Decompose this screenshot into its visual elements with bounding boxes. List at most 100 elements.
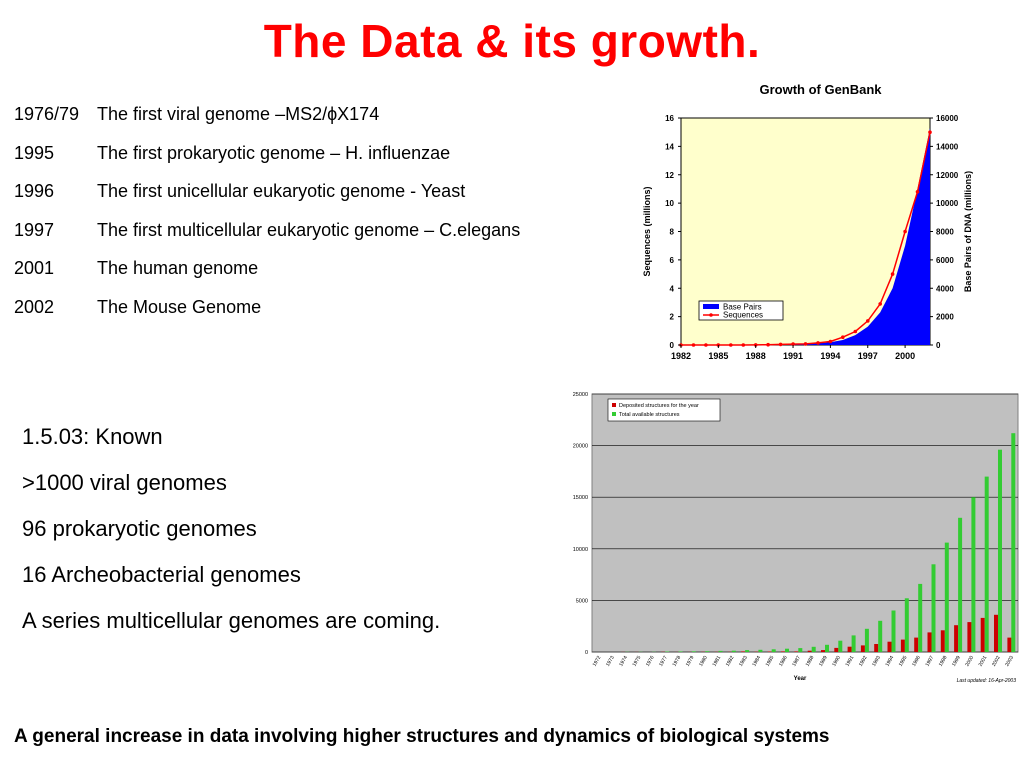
deposited-bar — [980, 617, 985, 652]
deposited-bar — [1007, 637, 1012, 652]
deposited-bar — [887, 641, 892, 652]
y-tick-label: 10 — [665, 199, 674, 208]
known-item: 16 Archeobacterial genomes — [22, 562, 301, 587]
total-bar — [891, 610, 896, 652]
x-tick-label: 1994 — [820, 351, 840, 361]
y-tick-label: 8 — [670, 228, 675, 237]
sequences-point — [841, 335, 845, 340]
total-bar — [718, 650, 723, 652]
y2-tick-label: 16000 — [936, 114, 959, 123]
y-tick-label: 15000 — [573, 495, 588, 501]
x-tick-label: 1979 — [685, 655, 696, 668]
sequences-point — [890, 272, 895, 276]
x-tick-label: 1994 — [884, 655, 895, 668]
total-bar — [918, 583, 923, 652]
timeline-year: 1976/79 — [14, 104, 80, 124]
timeline-year: 1995 — [14, 142, 55, 163]
total-bar — [971, 497, 976, 652]
timeline-year: 2002 — [14, 296, 55, 317]
sequences-point — [928, 130, 932, 134]
x-tick-label: 2001 — [978, 655, 989, 668]
x-tick-label: 1973 — [605, 655, 616, 668]
sequences-point — [753, 343, 758, 347]
total-bar — [705, 651, 710, 652]
x-tick-label: 1982 — [725, 655, 736, 668]
chart-title: Growth of GenBank — [759, 82, 882, 97]
x-tick-label: 1988 — [746, 351, 766, 361]
total-bar — [864, 628, 869, 652]
timeline-item: 1995 The first prokaryotic genome – H. in… — [14, 143, 614, 182]
y2-tick-label: 10000 — [936, 199, 959, 208]
x-tick-label: 2000 — [895, 351, 915, 361]
y-tick-label: 2 — [670, 313, 675, 322]
y2-tick-label: 12000 — [936, 171, 959, 180]
x-tick-label: 1992 — [858, 655, 869, 668]
timeline-text: The Mouse Genome — [97, 296, 262, 317]
timeline-text: The human genome — [97, 258, 259, 278]
total-bar — [984, 476, 989, 652]
y-tick-label: 16 — [665, 114, 674, 123]
deposited-bar — [940, 630, 945, 652]
y2-axis-label: Base Pairs of DNA (millions) — [963, 171, 973, 292]
x-tick-label: 1976 — [645, 655, 656, 668]
total-bar — [665, 651, 670, 652]
legend-marker-sequences — [709, 313, 713, 317]
slide-title: The Data & its growth. — [263, 15, 761, 67]
known-item: 1.5.03: Known — [22, 424, 163, 449]
deposited-bar — [821, 650, 825, 652]
timeline-item: 1996 The first unicellular eukaryotic gen… — [14, 181, 614, 220]
sequences-point — [741, 343, 746, 347]
x-tick-label: 1995 — [898, 655, 909, 668]
y-tick-label: 12 — [665, 171, 674, 180]
total-bar — [745, 650, 750, 652]
deposited-bar — [767, 651, 772, 652]
timeline-item: 2001 The human genome — [14, 258, 614, 297]
legend-label-total: Total available structures — [619, 412, 680, 418]
x-tick-label: 1980 — [698, 655, 709, 668]
total-bar — [785, 648, 789, 652]
legend-box — [698, 300, 784, 321]
last-updated-note: Last updated: 16-Apr-2003 — [957, 678, 1017, 684]
x-tick-label: 1998 — [938, 655, 949, 668]
sequences-point — [766, 342, 770, 347]
y-tick-label: 0 — [670, 341, 675, 350]
x-tick-label: 1997 — [924, 655, 935, 668]
sequences-point — [878, 302, 882, 306]
deposited-bar — [927, 632, 932, 652]
deposited-bar — [741, 651, 746, 652]
x-tick-label: 1984 — [751, 655, 762, 668]
y-tick-label: 4 — [670, 284, 675, 293]
total-bar — [944, 542, 949, 652]
timeline-text: The first multicellular eukaryotic genom… — [97, 219, 521, 240]
total-bar — [838, 640, 843, 652]
x-tick-label: 1997 — [858, 351, 878, 361]
known-item: 96 prokaryotic genomes — [22, 516, 257, 541]
x-tick-label: 1996 — [911, 655, 922, 668]
y2-tick-label: 4000 — [936, 284, 954, 293]
sequences-point — [691, 343, 696, 347]
known-item: >1000 viral genomes — [22, 470, 227, 495]
y2-tick-label: 14000 — [936, 142, 959, 151]
x-tick-label: 1999 — [951, 655, 962, 668]
deposited-bar — [834, 647, 839, 652]
deposited-bar — [914, 637, 919, 652]
total-bar — [798, 648, 803, 652]
y-tick-label: 14 — [665, 142, 674, 151]
x-tick-label: 1982 — [671, 351, 691, 361]
x-tick-label: 1990 — [831, 655, 842, 668]
legend-swatch-base-pairs — [703, 304, 719, 309]
x-tick-label: 1987 — [791, 655, 802, 668]
genbank-growth-chart: Growth of GenBank 0 2 4 6 8 10 12 14 16 0 2000 4000 6… — [642, 82, 973, 361]
deposited-bar — [900, 639, 905, 652]
sequences-point — [791, 342, 795, 346]
x-tick-label: 2003 — [1004, 655, 1015, 668]
x-tick-label: 1981 — [711, 655, 722, 668]
deposited-bar — [954, 625, 959, 652]
x-tick-label: 1991 — [783, 351, 803, 361]
legend-label-sequences: Sequences — [723, 311, 763, 320]
y2-tick-label: 6000 — [936, 256, 954, 265]
timeline-year: 1996 — [14, 181, 55, 201]
total-bar — [691, 651, 696, 652]
total-bar — [958, 517, 963, 652]
legend-label-deposited: Deposited structures for the year — [619, 403, 699, 409]
